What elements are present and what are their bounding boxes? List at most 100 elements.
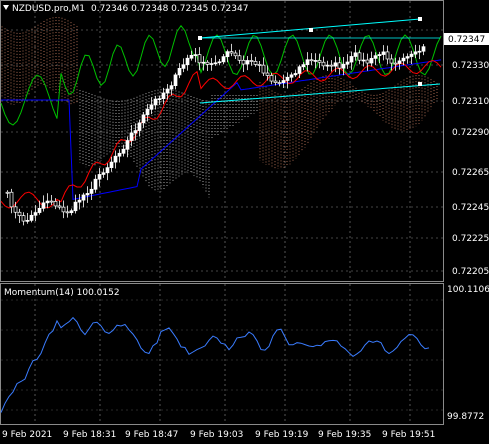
candle-body <box>237 55 242 61</box>
candle-body <box>197 54 202 64</box>
candle-body <box>413 51 418 55</box>
time-tick-label: 9 Feb 19:03 <box>190 430 243 440</box>
candle-body <box>301 64 306 68</box>
candle-body <box>397 60 402 64</box>
candle-body <box>329 64 334 67</box>
price-axis: 0.72330 0.72310 0.72290 0.72265 0.72245 0.722… <box>452 61 489 277</box>
candle-body <box>353 52 358 57</box>
candle-body <box>309 59 314 62</box>
candle-body <box>261 64 266 74</box>
candle-body <box>201 61 206 64</box>
candle-body <box>117 152 122 157</box>
candle-body <box>317 60 322 63</box>
candle-body <box>9 191 14 208</box>
candle-body <box>121 148 126 154</box>
candle-body <box>257 64 262 66</box>
time-tick-label: 9 Feb 18:31 <box>63 430 116 440</box>
price-tick-label: 0.72205 <box>452 267 489 277</box>
candle-body <box>165 88 170 94</box>
candle-body <box>141 114 146 124</box>
candle-body <box>225 51 230 57</box>
candle-body <box>29 214 34 221</box>
candle-body <box>325 64 330 67</box>
candle-body <box>273 80 278 83</box>
candle-body <box>229 51 234 54</box>
candle-body <box>365 59 370 64</box>
price-panel-frame <box>0 0 444 282</box>
candle-body <box>349 56 354 63</box>
candle-body <box>125 140 130 150</box>
price-tick-label: 0.72265 <box>452 168 489 178</box>
candle-body <box>145 108 150 116</box>
price-tick-label: 0.72245 <box>452 203 489 213</box>
symbol-title: NZDUSD.pro,M1 <box>12 4 85 14</box>
current-price-box <box>444 33 489 45</box>
candle-body <box>305 59 310 65</box>
candlesticks <box>5 43 426 226</box>
momentum-title: Momentum(14) 100.0152 <box>4 288 120 298</box>
candle-body <box>13 206 18 213</box>
candle-body <box>293 73 298 76</box>
candle-body <box>69 210 74 214</box>
momentum-series-line <box>0 316 430 413</box>
time-tick-label: 9 Feb 18:47 <box>125 430 178 440</box>
candle-body <box>77 199 82 203</box>
candle-body <box>373 55 378 59</box>
candle-body <box>241 59 246 65</box>
candle-body <box>41 202 46 209</box>
candle-body <box>73 201 78 212</box>
candle-body <box>45 200 50 204</box>
candle-body <box>57 205 62 208</box>
candle-body <box>109 161 114 168</box>
price-tick-label: 0.72330 <box>452 61 489 71</box>
candle-body <box>345 61 350 65</box>
candle-body <box>65 211 70 214</box>
candle-body <box>245 60 250 65</box>
time-tick-label: 9 Feb 19:19 <box>255 430 309 440</box>
candle-body <box>61 206 66 213</box>
price-tick-label: 0.72310 <box>452 97 489 107</box>
tenkan-sen-line <box>0 59 442 209</box>
candle-body <box>33 212 38 216</box>
candle-body <box>385 51 390 60</box>
kijun-sen-line <box>1 59 442 201</box>
candle-body <box>401 57 406 62</box>
candle-body <box>421 46 426 52</box>
candle-body <box>113 155 118 163</box>
candle-body <box>405 56 410 59</box>
price-tick-label: 0.72290 <box>452 128 489 138</box>
candle-body <box>253 61 258 65</box>
candle-body <box>341 63 346 69</box>
candle-body <box>337 62 342 69</box>
ichimoku-cloud <box>1 17 438 198</box>
channel-lower-line <box>199 83 441 104</box>
candle-body <box>157 98 162 101</box>
triangle-down-icon[interactable] <box>3 5 9 10</box>
candle-body <box>389 58 394 64</box>
candle-body <box>189 54 194 59</box>
time-tick-label: 9 Feb 19:35 <box>318 430 371 440</box>
chikou-span-line <box>0 24 442 126</box>
candle-body <box>137 122 142 131</box>
candle-body <box>377 54 382 57</box>
channel-anchor-point <box>418 82 422 86</box>
candle-body <box>169 85 174 90</box>
candle-body <box>177 68 182 76</box>
candle-body <box>133 130 138 134</box>
candle-body <box>25 220 30 222</box>
price-channel[interactable] <box>198 17 441 104</box>
candle-body <box>185 57 190 66</box>
candle-body <box>21 215 26 222</box>
candle-body <box>213 62 218 65</box>
candle-body <box>5 191 10 194</box>
ohlc-values: 0.72346 0.72348 0.72345 0.72347 <box>91 4 248 14</box>
candle-body <box>269 75 274 82</box>
candle-body <box>221 56 226 63</box>
candle-body <box>249 60 254 62</box>
candle-body <box>129 132 134 141</box>
channel-anchor-point <box>198 36 202 40</box>
candle-body <box>205 61 210 65</box>
candle-body <box>361 59 366 62</box>
candle-body <box>417 50 422 53</box>
